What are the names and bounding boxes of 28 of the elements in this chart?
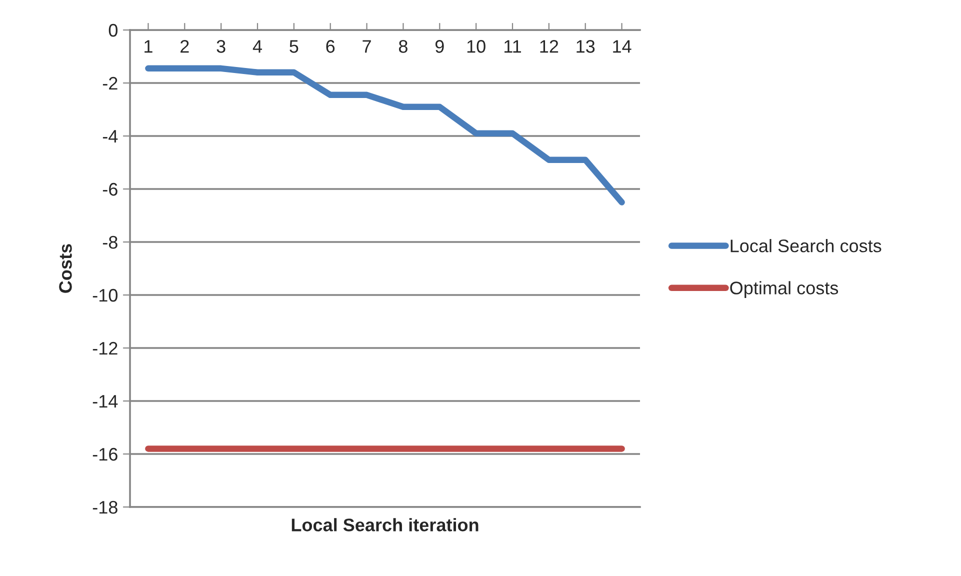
y-tick-label: -8 <box>102 236 118 249</box>
x-tick-label: 8 <box>398 40 408 53</box>
x-axis-title: Local Search iteration <box>292 518 478 532</box>
x-tick-label: 12 <box>540 40 558 53</box>
y-tick-label: -16 <box>92 448 118 461</box>
x-tick-label: 2 <box>180 40 189 53</box>
legend-label: Local Search costs <box>730 239 882 252</box>
x-tick-label: 13 <box>576 40 595 53</box>
x-tick-label: 4 <box>252 40 262 53</box>
x-tick-label: 5 <box>290 40 298 53</box>
y-tick-label: -14 <box>92 395 118 408</box>
x-tick-label: 1 <box>144 40 152 53</box>
legend-label: Optimal costs <box>730 281 838 298</box>
x-tick-label: 9 <box>435 40 444 53</box>
y-tick-label: -6 <box>102 182 118 196</box>
y-tick-label: -12 <box>92 342 118 355</box>
y-tick-label: -18 <box>92 500 118 514</box>
x-tick-label: 10 <box>467 40 486 53</box>
x-tick-label: 11 <box>504 40 521 53</box>
y-tick-label: -4 <box>102 130 118 143</box>
x-tick-label: 7 <box>362 40 371 53</box>
y-tick-label: 0 <box>108 24 118 37</box>
x-tick-label: 6 <box>326 40 335 53</box>
y-tick-label: -2 <box>102 76 118 90</box>
y-axis-title: Costs <box>59 244 72 293</box>
x-tick-label: 3 <box>216 40 226 53</box>
x-tick-label: 14 <box>613 40 632 53</box>
y-tick-label: -10 <box>92 288 118 302</box>
